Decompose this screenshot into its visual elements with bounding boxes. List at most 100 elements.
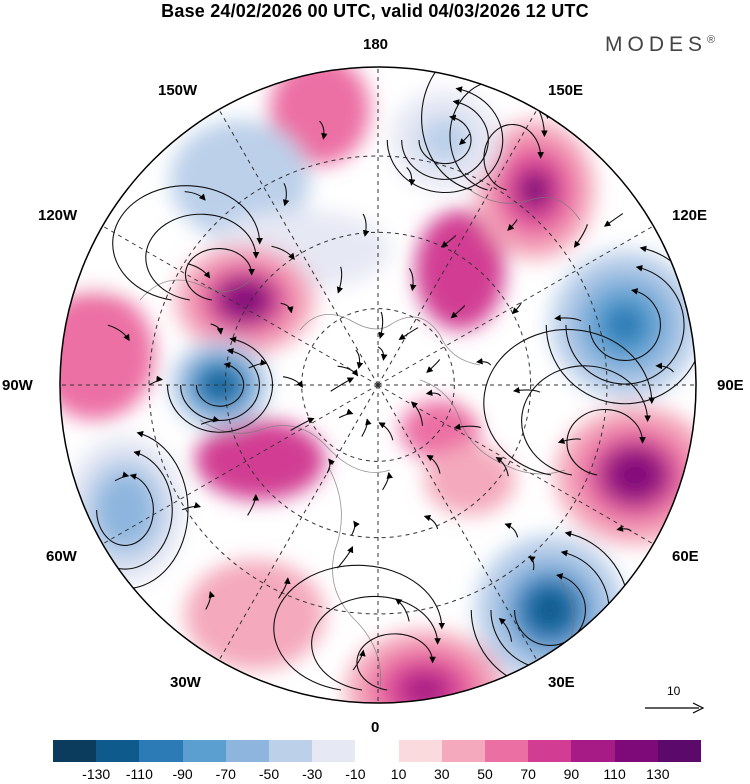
colorbar-swatch [614,740,658,762]
meridian-line [218,109,379,386]
streamline [182,501,202,511]
streamline [247,493,260,516]
anomaly-area [170,120,310,240]
streamline [290,417,315,431]
streamline [406,167,416,186]
streamline [554,314,582,322]
streamline [528,556,536,571]
colorbar-swatch [312,740,356,762]
coastline [469,189,581,221]
anomaly-contour-eastern-europe [530,590,570,630]
colorbar-tick-label: 30 [434,766,450,782]
streamline [184,248,255,301]
colorbar-tick-label: 110 [603,766,626,782]
streamline [195,361,245,407]
colorbar-tick-label: 10 [390,766,407,782]
lon-label-60w: 60W [46,548,77,565]
colorbar-swatch [571,740,615,762]
reference-arrow-icon [645,702,705,714]
meridian-line [377,384,538,661]
streamline [459,133,470,145]
lon-label-30w: 30W [170,674,201,691]
streamline [336,266,344,294]
anomaly-contour-hudson-bay [207,373,233,397]
colorbar-swatch [485,740,529,762]
colorbar-tick-label: -90 [172,766,193,782]
streamline [557,437,581,444]
streamline [589,288,661,361]
streamline [408,267,417,292]
streamline [453,423,481,431]
colorbar-ticks: -130 -110 -90 -70 -50 -30 -10 10 30 50 70 90 110 130 [53,762,701,784]
streamline [107,324,130,342]
colorbar-tick-label: -70 [215,766,236,782]
map-title: Base 24/02/2026 00 UTC, valid 04/03/2026… [161,1,589,21]
streamline [96,473,154,546]
streamline [282,376,304,388]
streamline [507,219,518,231]
streamline [166,336,274,433]
lon-label-0: 0 [371,719,380,736]
streamline [423,514,439,530]
streamline [566,408,646,476]
streamline [512,302,522,315]
streamline [248,359,268,369]
reference-vector: 10 [645,684,705,720]
colorbar-swatch [269,740,313,762]
lon-label-150w: 150W [158,82,198,99]
streamline [504,522,519,538]
streamline [418,114,472,165]
meridian-line [377,384,654,545]
coastline [329,469,382,691]
globe-border [59,66,697,704]
colorbar-tick-label: -110 [125,766,153,782]
streamline [483,123,544,191]
anomaly-contour-north-pacific [430,127,460,153]
colorbar-swatch [441,740,486,762]
anomaly-contour-canada [226,285,264,315]
streamline [450,305,466,319]
anomaly-area [185,560,325,670]
meridian-line [377,109,538,386]
lon-label-90w: 90W [2,377,33,394]
streamline [361,418,372,437]
lon-label-120w: 120W [38,207,78,224]
anomaly-area [60,290,155,420]
streamline [401,99,489,180]
streamline [282,182,290,207]
lon-label-180: 180 [363,36,389,53]
streamline [187,263,211,279]
streamline [356,633,436,691]
anomaly-contour-west-asia [614,456,656,494]
streamline [378,311,385,339]
colorbar-swatch [53,740,97,762]
streamline [145,213,260,301]
streamline [362,213,370,237]
meridian-line [218,384,379,661]
brand-text: MODES [605,33,708,56]
colorbar-swatch [139,740,183,762]
streamline [377,346,388,361]
streamline [441,235,457,248]
colorbar-swatch [182,740,226,762]
streamline [184,191,206,201]
colorbar-swatch [398,740,442,762]
colorbar-swatch [657,740,702,762]
colorbar-swatch [528,740,572,762]
streamline [395,598,410,622]
streamline [351,520,360,536]
meridian-line [102,384,379,545]
streamline [205,591,215,610]
latitude-circle [301,308,455,462]
streamline [319,120,328,140]
streamline [271,245,295,260]
streamline [565,264,685,385]
streamline [311,595,441,691]
lon-label-120e: 120E [672,207,708,224]
reference-vector-label: 10 [667,684,681,698]
colorbar-tick-label: 70 [520,766,536,782]
streamline [112,185,263,301]
streamline [337,365,359,377]
streamline [210,323,224,335]
